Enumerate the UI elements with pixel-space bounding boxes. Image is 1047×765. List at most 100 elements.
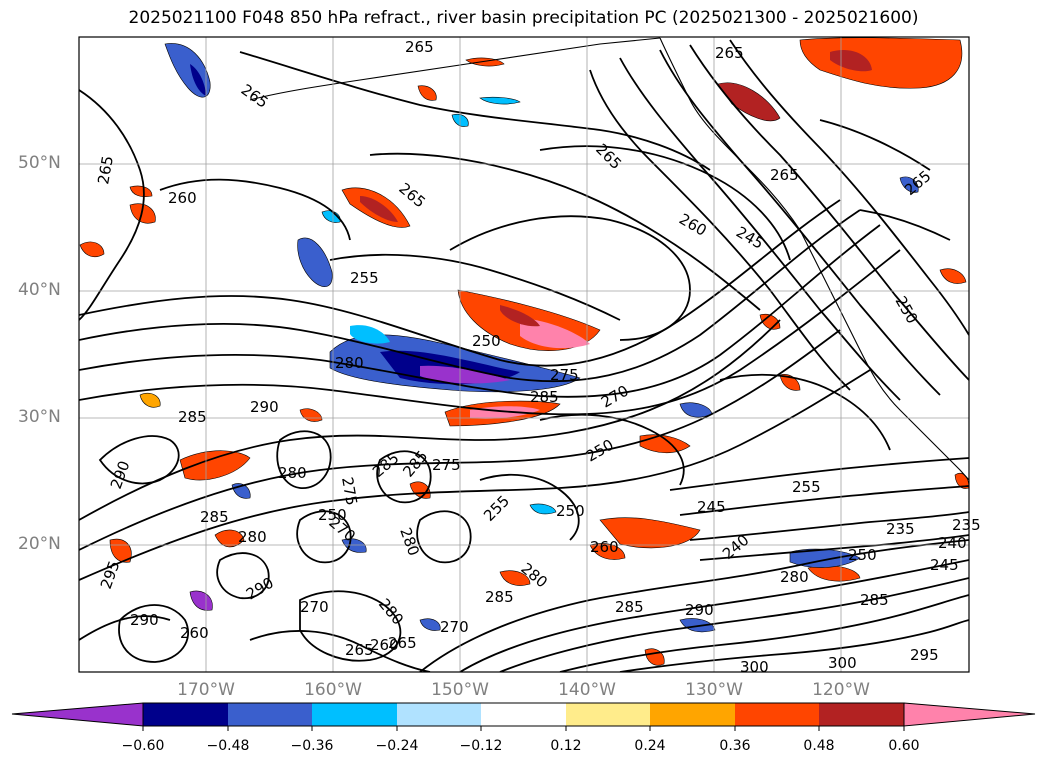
contour-label: 280: [335, 354, 364, 372]
contour-line: [619, 619, 969, 672]
contour-line: [419, 539, 969, 672]
contour-label: 290: [130, 611, 159, 629]
contour-label: 280: [278, 464, 307, 482]
contour-label: 265: [388, 634, 417, 652]
contour-line: [79, 89, 145, 321]
contour-line: [276, 430, 332, 489]
contour-label: 265: [94, 154, 117, 185]
contour-label: 250: [848, 546, 877, 564]
colorbar-segment: [650, 703, 735, 726]
contour-line: [79, 329, 841, 551]
lat-label: 20°N: [18, 534, 61, 554]
contour-line: [659, 49, 941, 396]
graticule: [79, 37, 969, 672]
contour-label: 275: [338, 476, 361, 507]
colorbar-max-extend: [903, 702, 1036, 727]
contour-label: 295: [910, 646, 939, 664]
positive-fill-area: [499, 570, 531, 586]
negative-fill-area: [419, 618, 441, 631]
contour-line: [216, 552, 270, 600]
negative-fill-area: [297, 237, 333, 287]
colorbar-tick-label: −0.60: [121, 738, 165, 754]
contour-label: 275: [550, 366, 579, 384]
contour-label: 285: [200, 508, 229, 526]
colorbar-tick-label: 0.60: [888, 738, 920, 754]
negative-fill-area: [350, 325, 390, 344]
contour-label: 290: [250, 398, 279, 416]
contour-label: 245: [697, 498, 726, 516]
contour-line: [79, 209, 861, 383]
contour-label: 265: [770, 166, 799, 184]
contour-label: 285: [530, 388, 559, 406]
contour-line: [679, 485, 969, 516]
positive-fill-area: [717, 82, 781, 122]
contour-line: [79, 249, 901, 416]
positive-fill-area: [129, 203, 156, 224]
contour-label: 280: [238, 528, 267, 546]
colorbar-tick-label: −0.36: [290, 738, 334, 754]
contour-label: 250: [556, 502, 585, 520]
contour-line: [376, 450, 432, 504]
contour-label: 285: [178, 408, 207, 426]
negative-fill-area: [529, 503, 557, 515]
contour-line: [79, 319, 781, 521]
contour-line: [449, 215, 691, 341]
colorbar-segment: [312, 703, 397, 726]
contour-line: [499, 577, 969, 672]
contour-label: 255: [792, 478, 821, 496]
colorbar-tick-label: 0.48: [803, 738, 835, 754]
positive-fill-area: [954, 472, 969, 489]
contour-line: [118, 604, 190, 663]
contour-line: [479, 473, 580, 541]
positive-fill-area: [779, 374, 801, 391]
positive-fill-area: [939, 268, 967, 284]
contour-line: [859, 209, 951, 241]
contour-label: 270: [440, 618, 469, 636]
contour-layer: [79, 39, 969, 672]
colorbar-segment: [397, 703, 481, 726]
contour-label: 260: [180, 624, 209, 642]
contour-line: [159, 178, 351, 241]
contour-label: 260: [370, 636, 399, 654]
lat-label: 40°N: [18, 280, 61, 300]
colorbar-tick-label: 0.12: [550, 738, 582, 754]
contour-line: [559, 594, 969, 672]
colorbar-min-extend: [11, 702, 144, 727]
positive-fill-area: [79, 241, 105, 257]
contour-line: [689, 511, 969, 541]
contour-label: 270: [300, 598, 329, 616]
positive-fill-area: [360, 196, 398, 222]
contour-label: 280: [780, 568, 809, 586]
positive-fill-area: [129, 185, 153, 198]
colorbar-tick-label: 0.36: [719, 738, 751, 754]
colorbar-segment: [566, 703, 650, 726]
positive-fill-area: [589, 543, 626, 560]
contour-line: [79, 369, 871, 581]
lon-label: 150°W: [431, 680, 489, 700]
coastline-layer: [249, 37, 969, 481]
contour-line: [619, 57, 901, 401]
colorbar-segment: [819, 703, 904, 726]
contour-label: 240: [938, 534, 967, 552]
contour-line: [539, 413, 685, 486]
contour-line: [819, 119, 931, 171]
lon-label: 130°W: [685, 680, 743, 700]
negative-fill-area: [190, 64, 206, 96]
contour-label: 265: [345, 641, 374, 659]
contour-label: 300: [740, 658, 769, 676]
chart-title: 2025021100 F048 850 hPa refract., river …: [128, 8, 919, 28]
contour-label: 255: [350, 269, 379, 287]
contour-line: [729, 39, 969, 336]
contour-label: 285: [860, 591, 889, 609]
contour-line: [249, 630, 431, 672]
positive-fill-area: [139, 392, 161, 408]
contour-label: 290: [685, 601, 714, 619]
positive-fill-area: [417, 85, 437, 101]
coastline: [249, 37, 661, 101]
contour-label: 285: [485, 588, 514, 606]
colorbar-segment: [481, 703, 566, 726]
negative-fill-area: [420, 365, 510, 384]
contour-label: 285: [615, 598, 644, 616]
negative-fill-area: [189, 590, 213, 611]
colorbar-tick-label: 0.24: [634, 738, 666, 754]
